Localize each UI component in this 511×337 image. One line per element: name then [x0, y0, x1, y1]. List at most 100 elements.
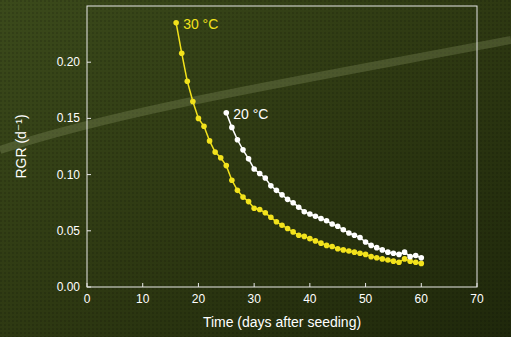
y-tick-label: 0.15 — [57, 111, 81, 125]
point — [340, 227, 346, 233]
x-tick-label: 50 — [359, 292, 373, 306]
point — [184, 79, 190, 85]
y-tick — [87, 230, 91, 231]
point — [357, 235, 363, 241]
background-texture — [0, 0, 511, 337]
point — [385, 257, 391, 263]
point — [290, 229, 296, 235]
point — [407, 254, 413, 260]
x-tick-label: 60 — [415, 292, 429, 306]
point — [301, 209, 307, 215]
x-tick — [142, 283, 143, 287]
point — [201, 123, 207, 129]
point — [313, 213, 319, 219]
point — [251, 166, 257, 172]
point — [368, 243, 374, 249]
x-tick-label: 70 — [470, 292, 484, 306]
point — [374, 245, 380, 251]
point — [296, 204, 302, 210]
point — [335, 224, 341, 230]
plot-area — [173, 20, 424, 266]
series-line — [226, 113, 421, 258]
point — [379, 247, 385, 253]
point — [235, 188, 241, 194]
point — [190, 99, 196, 105]
y-tick-label: 0.20 — [57, 55, 81, 69]
point — [246, 156, 252, 162]
x-tick-label: 0 — [84, 292, 91, 306]
x-tick — [309, 283, 310, 287]
point — [396, 259, 402, 265]
point — [318, 240, 324, 246]
leaf-vein — [0, 40, 511, 150]
y-tick — [87, 174, 91, 175]
y-tick-label: 0.00 — [57, 280, 81, 294]
point — [268, 215, 274, 221]
point — [229, 177, 235, 183]
y-tick — [87, 118, 91, 119]
point — [391, 258, 397, 264]
point — [346, 230, 352, 236]
point — [296, 232, 302, 238]
point — [352, 249, 358, 255]
x-tick — [365, 283, 366, 287]
point — [363, 239, 369, 245]
point — [357, 250, 363, 256]
point — [307, 211, 313, 217]
point — [413, 253, 419, 259]
y-tick-label: 0.05 — [57, 224, 81, 238]
x-tick-label: 20 — [192, 292, 206, 306]
point — [329, 221, 335, 227]
point — [368, 254, 374, 260]
point — [274, 219, 280, 225]
point — [313, 238, 319, 244]
y-tick-label: 0.10 — [57, 168, 81, 182]
x-tick — [477, 283, 478, 287]
point — [324, 243, 330, 249]
point — [179, 50, 185, 56]
point — [279, 192, 285, 198]
point — [374, 255, 380, 261]
point — [402, 249, 408, 255]
point — [240, 194, 246, 200]
point — [324, 218, 330, 224]
point — [307, 236, 313, 242]
point — [285, 226, 291, 232]
point — [402, 256, 408, 262]
y-tick — [87, 62, 91, 63]
point — [418, 255, 424, 261]
point — [379, 256, 385, 262]
point — [207, 138, 213, 144]
x-tick-label: 40 — [303, 292, 317, 306]
point — [418, 261, 424, 267]
series-label: 30 °C — [183, 16, 218, 32]
point — [173, 20, 179, 26]
point — [257, 207, 263, 213]
x-tick — [87, 283, 88, 287]
point — [385, 249, 391, 255]
x-tick — [198, 283, 199, 287]
point — [262, 210, 268, 216]
point — [396, 252, 402, 258]
x-tick-label: 10 — [136, 292, 150, 306]
point — [223, 110, 229, 116]
point — [279, 222, 285, 228]
point — [246, 199, 252, 205]
point — [240, 147, 246, 153]
y-axis-title: RGR (d⁻¹) — [13, 114, 29, 178]
series-line — [176, 23, 421, 264]
plot-frame — [87, 6, 477, 287]
point — [196, 116, 202, 122]
point — [257, 171, 263, 177]
point — [352, 232, 358, 238]
point — [391, 250, 397, 256]
point — [262, 175, 268, 181]
point — [363, 252, 369, 258]
point — [235, 137, 241, 143]
point — [346, 248, 352, 254]
point — [318, 216, 324, 222]
x-tick — [254, 283, 255, 287]
point — [301, 234, 307, 240]
point — [413, 259, 419, 265]
series-label: 20 °C — [233, 106, 268, 122]
